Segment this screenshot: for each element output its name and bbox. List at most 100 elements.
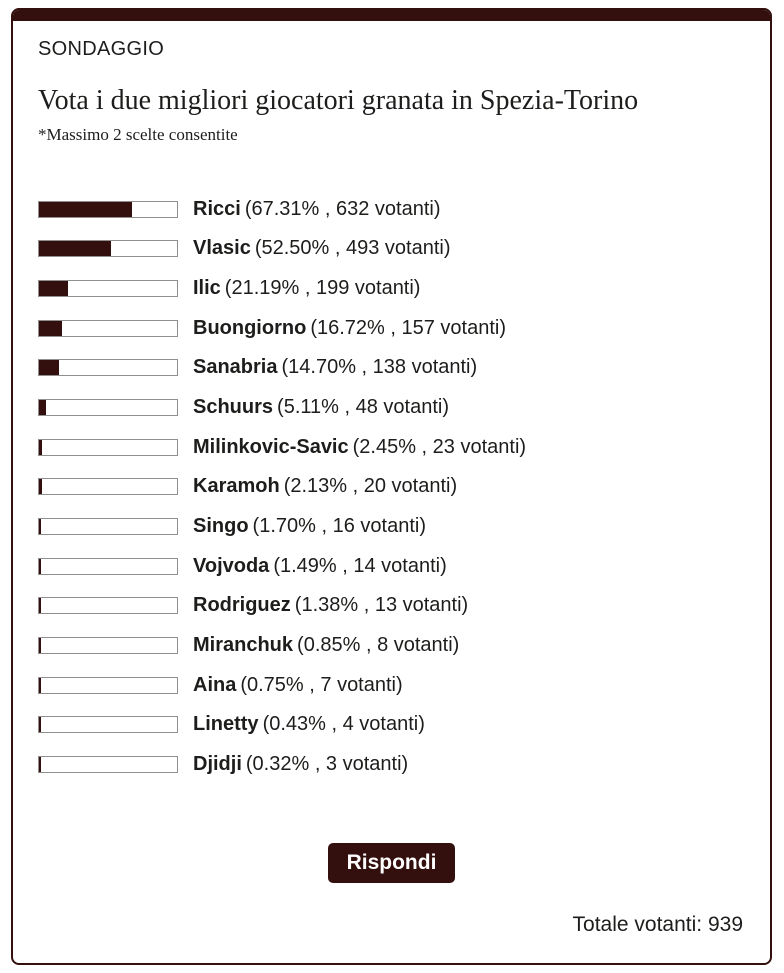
option-vote-detail: (0.75% , 7 votanti)	[240, 673, 403, 696]
option-player-name: Miranchuk	[193, 634, 294, 657]
option-result-bar	[38, 438, 178, 456]
option-player-name: Karamoh	[193, 475, 280, 498]
option-result-bar-fill	[39, 638, 41, 654]
option-vote-detail: (1.70% , 16 votanti)	[252, 515, 426, 538]
option-player-name: Djidji	[193, 753, 242, 776]
option-player-name: Ricci	[193, 197, 241, 220]
total-voters-text: Totale votanti: 939	[572, 912, 743, 936]
option-player-name: Ilic	[193, 276, 221, 299]
option-result-bar	[38, 240, 178, 258]
poll-option-row[interactable]: Linetty (0.43% , 4 votanti)	[38, 705, 745, 745]
option-vote-detail: (52.50% , 493 votanti)	[254, 237, 451, 260]
option-label: Ricci (67.31% , 632 votanti)	[193, 198, 441, 221]
option-result-bar	[38, 756, 178, 774]
option-result-bar-fill	[39, 399, 47, 415]
poll-card: SONDAGGIO Vota i due migliori giocatori …	[11, 8, 772, 965]
option-vote-detail: (1.49% , 14 votanti)	[273, 554, 447, 577]
option-result-bar	[38, 319, 178, 337]
option-vote-detail: (21.19% , 199 votanti)	[224, 276, 421, 299]
option-result-bar-fill	[39, 519, 42, 535]
option-label: Vlasic (52.50% , 493 votanti)	[193, 237, 451, 260]
rispondi-button[interactable]: Rispondi	[327, 842, 456, 883]
poll-option-row[interactable]: Milinkovic-Savic (2.45% , 23 votanti)	[38, 427, 745, 467]
submit-row: Rispondi	[38, 842, 745, 883]
option-result-bar	[38, 597, 178, 615]
option-vote-detail: (2.13% , 20 votanti)	[283, 475, 458, 498]
option-player-name: Milinkovic-Savic	[193, 435, 349, 458]
option-result-bar	[38, 359, 178, 377]
option-label: Linetty (0.43% , 4 votanti)	[193, 713, 425, 736]
poll-option-row[interactable]: Aina (0.75% , 7 votanti)	[38, 665, 745, 705]
option-label: Singo (1.70% , 16 votanti)	[193, 515, 426, 538]
poll-option-row[interactable]: Ilic (21.19% , 199 votanti)	[38, 269, 745, 309]
option-result-bar-fill	[39, 201, 132, 217]
option-result-bar-fill	[39, 558, 42, 574]
option-player-name: Linetty	[193, 713, 259, 736]
poll-option-row[interactable]: Miranchuk (0.85% , 8 votanti)	[38, 626, 745, 666]
option-vote-detail: (2.45% , 23 votanti)	[352, 435, 527, 458]
option-label: Buongiorno (16.72% , 157 votanti)	[193, 317, 506, 340]
option-label: Sanabria (14.70% , 138 votanti)	[193, 356, 477, 379]
poll-kicker: SONDAGGIO	[38, 38, 165, 60]
option-result-bar	[38, 200, 178, 218]
option-label: Schuurs (5.11% , 48 votanti)	[193, 396, 449, 419]
option-vote-detail: (16.72% , 157 votanti)	[310, 316, 506, 339]
option-player-name: Schuurs	[193, 395, 274, 418]
poll-option-row[interactable]: Vlasic (52.50% , 493 votanti)	[38, 229, 745, 269]
poll-options-list: Ricci (67.31% , 632 votanti) Vlasic (52.50…	[38, 189, 745, 784]
poll-option-row[interactable]: Ricci (67.31% , 632 votanti)	[38, 189, 745, 229]
option-vote-detail: (0.85% , 8 votanti)	[297, 634, 460, 657]
option-result-bar	[38, 557, 178, 575]
option-result-bar	[38, 518, 178, 536]
option-player-name: Rodriguez	[193, 594, 291, 617]
option-vote-detail: (0.43% , 4 votanti)	[262, 713, 425, 736]
option-vote-detail: (1.38% , 13 votanti)	[294, 594, 469, 617]
option-label: Ilic (21.19% , 199 votanti)	[193, 277, 420, 300]
option-result-bar-fill	[39, 241, 112, 257]
poll-option-row[interactable]: Djidji (0.32% , 3 votanti)	[38, 745, 745, 785]
option-vote-detail: (5.11% , 48 votanti)	[277, 395, 449, 418]
option-label: Vojvoda (1.49% , 14 votanti)	[193, 555, 447, 578]
option-result-bar-fill	[39, 479, 42, 495]
option-result-bar-fill	[39, 439, 43, 455]
option-player-name: Vlasic	[193, 237, 251, 260]
option-player-name: Buongiorno	[193, 316, 307, 339]
poll-content: SONDAGGIO Vota i due migliori giocatori …	[13, 38, 770, 937]
poll-question: Vota i due migliori giocatori granata in…	[38, 85, 639, 116]
poll-option-row[interactable]: Buongiorno (16.72% , 157 votanti)	[38, 308, 745, 348]
option-vote-detail: (0.32% , 3 votanti)	[245, 753, 409, 776]
option-result-bar	[38, 637, 178, 655]
option-result-bar-fill	[39, 320, 63, 336]
option-player-name: Vojvoda	[193, 554, 270, 577]
option-player-name: Sanabria	[193, 356, 278, 379]
option-result-bar	[38, 716, 178, 734]
option-vote-detail: (67.31% , 632 votanti)	[244, 197, 441, 220]
option-result-bar	[38, 279, 178, 297]
option-result-bar	[38, 478, 178, 496]
option-result-bar-fill	[39, 757, 41, 773]
poll-option-row[interactable]: Schuurs (5.11% , 48 votanti)	[38, 388, 745, 428]
option-result-bar	[38, 676, 178, 694]
option-label: Miranchuk (0.85% , 8 votanti)	[193, 634, 459, 657]
option-label: Djidji (0.32% , 3 votanti)	[193, 753, 408, 776]
option-label: Aina (0.75% , 7 votanti)	[193, 674, 403, 697]
poll-option-row[interactable]: Vojvoda (1.49% , 14 votanti)	[38, 546, 745, 586]
option-result-bar-fill	[39, 360, 60, 376]
option-vote-detail: (14.70% , 138 votanti)	[281, 356, 478, 379]
poll-option-row[interactable]: Sanabria (14.70% , 138 votanti)	[38, 348, 745, 388]
poll-option-row[interactable]: Singo (1.70% , 16 votanti)	[38, 507, 745, 547]
poll-option-row[interactable]: Rodriguez (1.38% , 13 votanti)	[38, 586, 745, 626]
option-result-bar-fill	[39, 280, 69, 296]
poll-note: *Massimo 2 scelte consentite	[38, 125, 238, 145]
option-result-bar-fill	[39, 598, 41, 614]
option-result-bar-fill	[39, 677, 41, 693]
poll-option-row[interactable]: Karamoh (2.13% , 20 votanti)	[38, 467, 745, 507]
option-player-name: Singo	[193, 515, 249, 538]
option-label: Rodriguez (1.38% , 13 votanti)	[193, 594, 468, 617]
option-result-bar-fill	[39, 717, 41, 733]
option-result-bar	[38, 398, 178, 416]
option-label: Karamoh (2.13% , 20 votanti)	[193, 475, 457, 498]
card-top-accent-bar	[13, 10, 770, 21]
option-player-name: Aina	[193, 673, 237, 696]
